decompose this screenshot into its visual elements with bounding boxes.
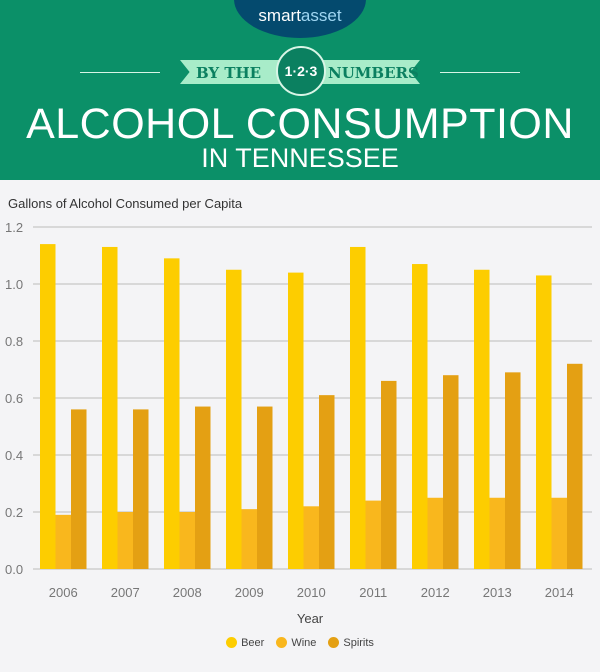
bar-wine-2009 — [241, 509, 257, 569]
header-banner: smartasset BY THE NUMBERS 1·2·3 ALCOHOL … — [0, 0, 600, 180]
bar-spirits-2011 — [381, 380, 397, 569]
divider-left — [80, 72, 160, 73]
bar-beer-2010 — [288, 272, 304, 569]
bar-wine-2011 — [365, 500, 381, 569]
bar-wine-2013 — [489, 497, 505, 569]
logo-text-smart: smart — [258, 6, 301, 25]
legend-swatch — [328, 637, 340, 648]
legend-label: Beer — [241, 637, 265, 649]
x-axis-label: Year — [297, 611, 324, 626]
y-tick-label: 0.0 — [5, 562, 23, 577]
bar-wine-2007 — [117, 512, 133, 569]
bar-wine-2008 — [179, 512, 195, 569]
bar-spirits-2012 — [443, 375, 459, 569]
page-subtitle: IN TENNESSEE — [201, 143, 399, 173]
bar-wine-2012 — [427, 497, 443, 569]
y-tick-label: 0.6 — [5, 391, 23, 406]
y-tick-label: 0.2 — [5, 505, 23, 520]
bar-beer-2014 — [536, 275, 552, 569]
bar-beer-2008 — [164, 258, 180, 569]
y-tick-label: 0.4 — [5, 448, 23, 463]
legend-label: Spirits — [343, 637, 374, 649]
ribbon-left-text: BY THE — [196, 64, 262, 82]
y-tick-label: 1.0 — [5, 277, 23, 292]
x-tick-label: 2006 — [49, 585, 78, 600]
y-axis-label: Gallons of Alcohol Consumed per Capita — [8, 196, 243, 211]
bar-spirits-2008 — [195, 406, 211, 569]
legend-swatch — [226, 637, 238, 648]
y-tick-label: 0.8 — [5, 334, 23, 349]
bar-spirits-2014 — [567, 363, 583, 569]
legend-swatch — [276, 637, 288, 648]
bar-wine-2014 — [551, 497, 567, 569]
bar-wine-2006 — [55, 514, 71, 569]
x-tick-label: 2008 — [173, 585, 202, 600]
legend-item: Spirits — [328, 637, 374, 649]
legend: Beer Wine Spirits — [0, 637, 600, 649]
bar-beer-2011 — [350, 246, 366, 569]
legend-label: Wine — [291, 637, 317, 649]
bar-beer-2007 — [102, 246, 118, 569]
x-tick-label: 2014 — [545, 585, 574, 600]
page-title: ALCOHOL CONSUMPTION — [26, 100, 574, 148]
bar-spirits-2013 — [505, 372, 521, 569]
x-tick-label: 2012 — [421, 585, 450, 600]
ribbon-circle: 1·2·3 — [276, 46, 326, 96]
bar-beer-2006 — [40, 244, 56, 569]
bar-spirits-2009 — [257, 406, 273, 569]
bar-spirits-2006 — [71, 409, 87, 569]
x-tick-label: 2011 — [359, 585, 387, 600]
x-tick-label: 2010 — [297, 585, 326, 600]
logo-text-asset: asset — [300, 6, 342, 25]
bar-spirits-2007 — [133, 409, 149, 569]
ribbon-right-text: NUMBERS — [328, 64, 419, 82]
bar-wine-2010 — [303, 506, 319, 569]
y-tick-label: 1.2 — [5, 220, 23, 235]
divider-right — [440, 72, 520, 73]
legend-item: Wine — [276, 637, 316, 649]
x-tick-label: 2009 — [235, 585, 264, 600]
bar-spirits-2010 — [319, 395, 335, 569]
bar-beer-2009 — [226, 269, 242, 569]
legend-item: Beer — [226, 637, 264, 649]
x-tick-label: 2013 — [483, 585, 512, 600]
smartasset-logo: smartasset — [0, 6, 600, 26]
bar-beer-2013 — [474, 269, 490, 569]
bar-beer-2012 — [412, 264, 428, 569]
x-tick-label: 2007 — [111, 585, 140, 600]
